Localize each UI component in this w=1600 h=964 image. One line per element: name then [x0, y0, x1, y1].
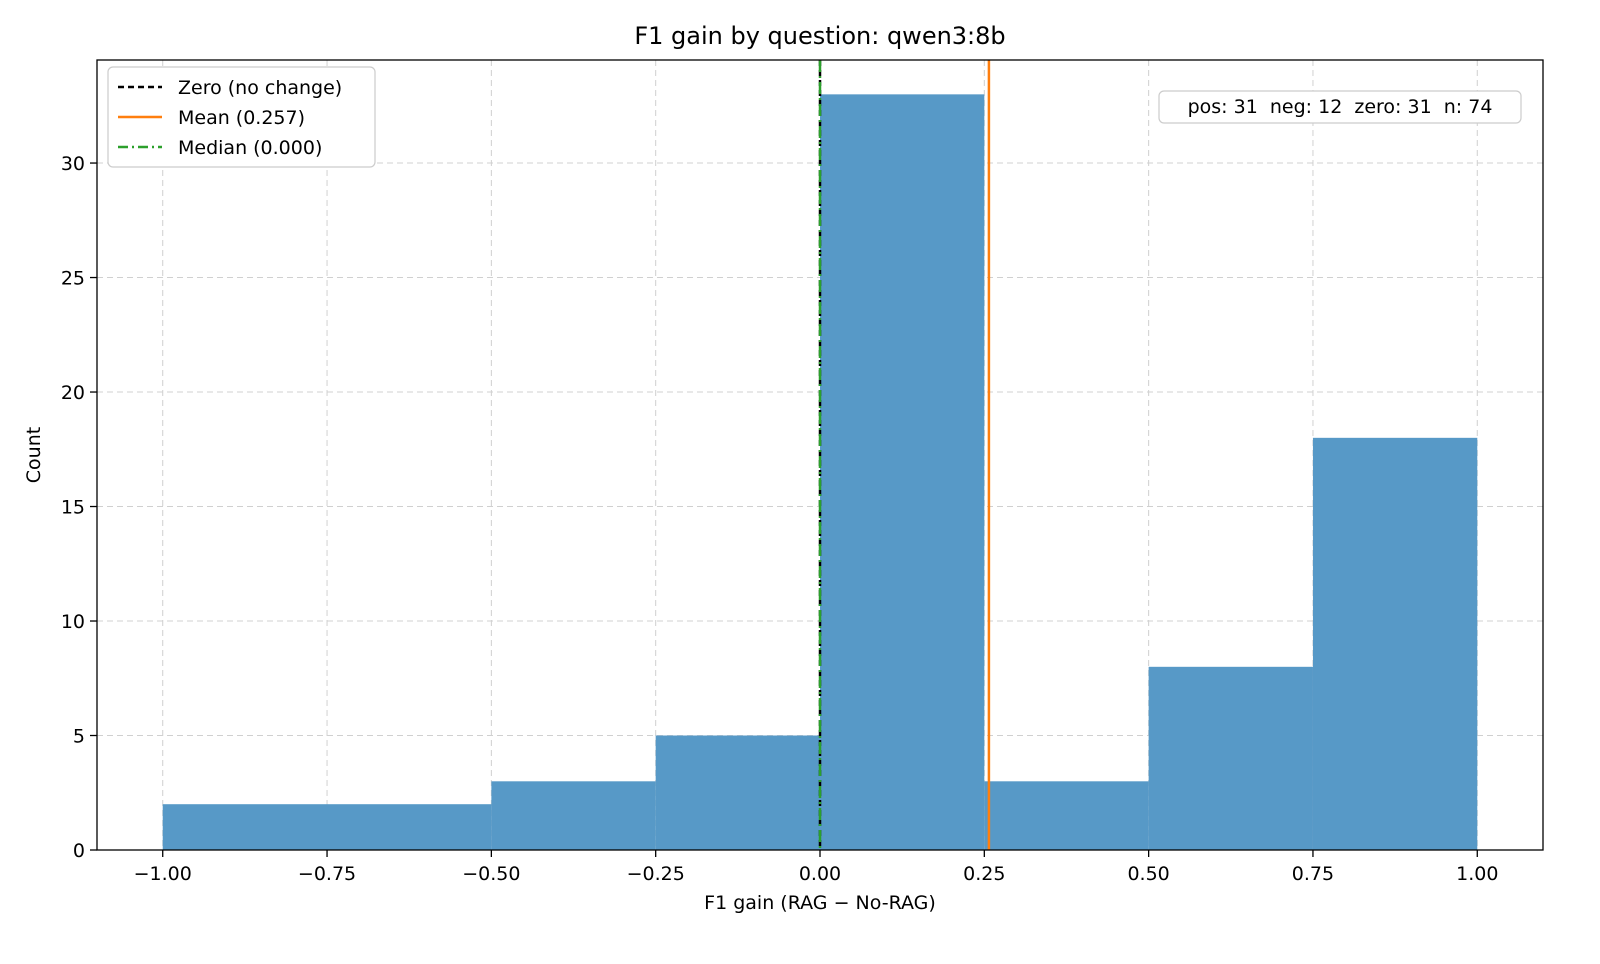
x-tick-label: −0.75 [298, 863, 356, 885]
stats-annotation-box [1158, 90, 1522, 124]
x-tick-label: 0.25 [963, 863, 1005, 885]
x-tick-label: −1.00 [134, 863, 192, 885]
legend-label: Mean (0.257) [178, 107, 305, 129]
legend-label: Median (0.000) [178, 137, 322, 159]
y-axis-ticks: 0 5 10 15 20 25 30 [61, 153, 97, 862]
x-axis-ticks: −1.00 −0.75 −0.50 −0.25 0.00 0.25 0.50 0.75 1.00 [134, 850, 1498, 885]
y-axis-label: Count [23, 427, 45, 483]
histogram-bar [984, 781, 1149, 850]
x-tick-label: −0.25 [627, 863, 685, 885]
x-tick-label: 0.00 [799, 863, 841, 885]
y-tick-label: 15 [61, 497, 85, 519]
y-tick-label: 0 [73, 840, 85, 862]
reference-lines [818, 60, 991, 850]
y-tick-label: 10 [61, 611, 85, 633]
histogram-bar [820, 94, 985, 850]
bar-layer [162, 94, 1478, 850]
histogram-bar [1148, 666, 1313, 850]
x-axis-label: F1 gain (RAG − No-RAG) [704, 892, 936, 914]
legend-label: Zero (no change) [178, 77, 342, 99]
histogram-bar [491, 781, 656, 850]
stats-annotation-text: pos: 31 neg: 12 zero: 31 n: 74 [1188, 96, 1493, 118]
x-tick-label: 0.75 [1292, 863, 1334, 885]
y-tick-label: 20 [61, 382, 85, 404]
y-tick-label: 5 [73, 726, 85, 748]
x-tick-label: 0.50 [1127, 863, 1169, 885]
histogram-bar [162, 804, 492, 850]
x-tick-label: 1.00 [1456, 863, 1498, 885]
y-tick-label: 30 [61, 153, 85, 175]
legend: Zero (no change) Mean (0.257) Median (0.00… [107, 66, 376, 168]
chart-title: F1 gain by question: qwen3:8b [634, 22, 1005, 50]
legend-box [107, 66, 376, 168]
y-tick-label: 25 [61, 268, 85, 290]
x-tick-label: −0.50 [462, 863, 520, 885]
histogram-bar [655, 735, 820, 850]
stats-annotation: pos: 31 neg: 12 zero: 31 n: 74 [1158, 90, 1522, 124]
histogram-bar [1312, 437, 1478, 850]
